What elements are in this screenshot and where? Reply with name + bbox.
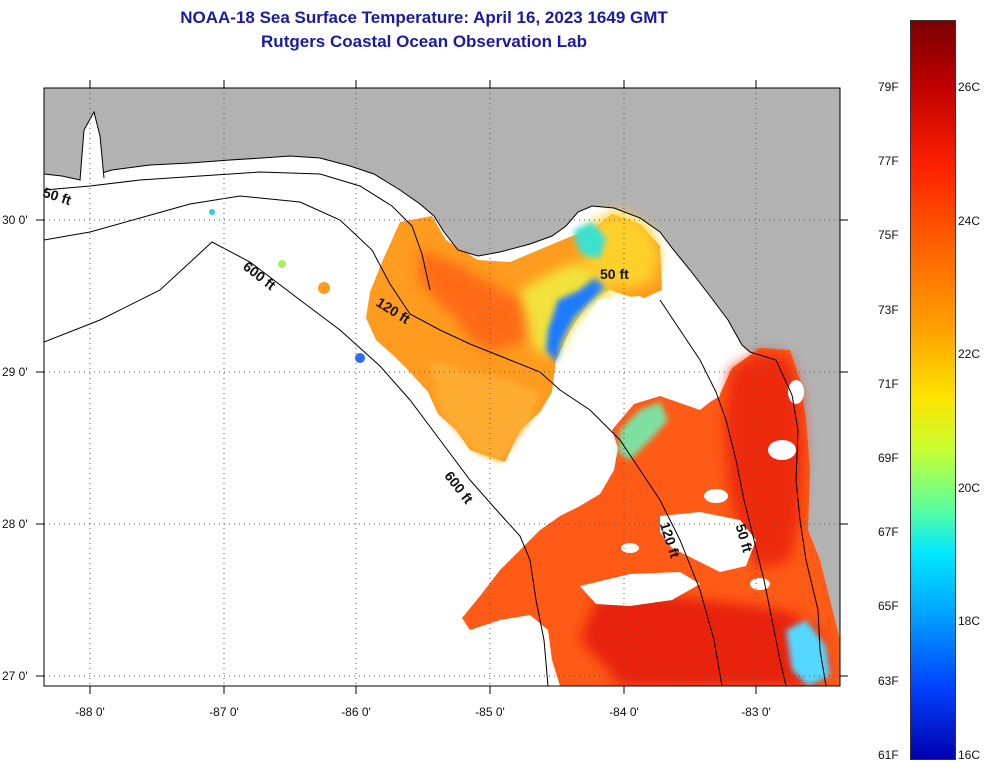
colorbar-f-label: 79F: [878, 80, 899, 94]
colorbar-c-label: 16C: [958, 748, 981, 762]
depth-contours: [44, 171, 787, 686]
colorbar-c-label: 24C: [958, 214, 981, 228]
contour-label-50ft-bigbend: 50 ft: [600, 266, 629, 282]
colorbar-c-label: 18C: [958, 614, 981, 628]
sst-patch: [318, 282, 330, 294]
colorbar-f-label: 63F: [878, 674, 899, 688]
sst-patch: [209, 209, 215, 215]
lat-label-28: 28 0': [2, 517, 28, 531]
sst-patch: [355, 353, 365, 363]
lon-label-84: -84 0': [609, 705, 639, 719]
map-subtitle: Rutgers Coastal Ocean Observation Lab: [261, 32, 587, 51]
colorbar-f-label: 61F: [878, 748, 899, 762]
lat-label-27: 27 0': [2, 669, 28, 683]
sst-bigbend-cyan: [574, 222, 606, 258]
sst-south-coastal-cool: [786, 620, 830, 686]
contour-50ft-east: [659, 299, 787, 686]
colorbar-f-label: 75F: [878, 228, 899, 242]
lon-label-86: -86 0': [341, 705, 371, 719]
colorbar-f-label: 69F: [878, 451, 899, 465]
lat-label-30: 30 0': [2, 213, 28, 227]
sst-swaths: [209, 209, 840, 686]
contour-120ft: [44, 195, 723, 686]
map-title: NOAA-18 Sea Surface Temperature: April 1…: [180, 8, 668, 27]
sst-patch: [278, 260, 286, 268]
coastline: [44, 155, 827, 686]
contour-50ft-west: [44, 171, 431, 291]
colorbar-c-label: 26C: [958, 80, 981, 94]
colorbar-f-label: 65F: [878, 599, 899, 613]
sst-lower-north: [430, 360, 540, 462]
axis-ticks: [36, 80, 848, 694]
cloud-masks: [562, 296, 804, 606]
lon-label-85: -85 0': [475, 705, 505, 719]
colorbar-f-label: 71F: [878, 377, 899, 391]
temperature-colorbar: [910, 20, 956, 760]
mobile-bay: [79, 110, 105, 181]
lon-label-87: -87 0': [209, 705, 239, 719]
land-mass: [44, 88, 840, 686]
sst-south-inshore-red: [724, 352, 804, 570]
colorbar-f-label: 77F: [878, 154, 899, 168]
map-frame: [43, 87, 841, 687]
sst-north-cool-edge: [546, 276, 606, 362]
sst-south-pale-cool: [618, 402, 668, 460]
sst-bigbend-yellow: [584, 210, 660, 290]
lon-label-88: -88 0': [75, 705, 105, 719]
lon-label-83: -83 0': [741, 705, 771, 719]
lat-label-29: 29 0': [2, 365, 28, 379]
colorbar-c-label: 20C: [958, 481, 981, 495]
sst-south-deep-red: [580, 590, 830, 686]
colorbar-f-label: 73F: [878, 303, 899, 317]
sst-north-warm: [420, 250, 544, 352]
colorbar-f-label: 67F: [878, 525, 899, 539]
colorbar-c-label: 22C: [958, 347, 981, 361]
contour-600ft: [44, 241, 549, 686]
